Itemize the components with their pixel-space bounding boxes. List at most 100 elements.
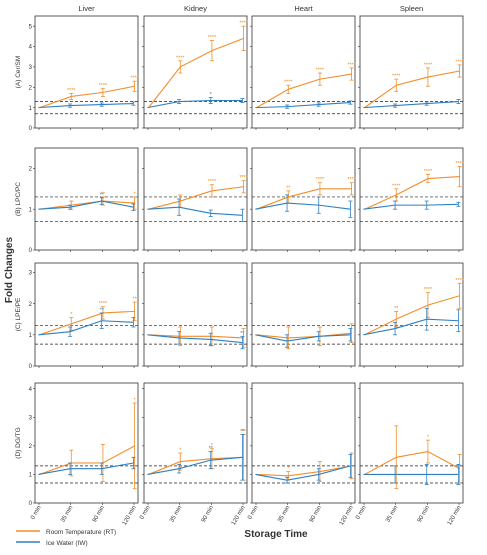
- significance-label: ****: [455, 278, 464, 284]
- series-line-iw: [363, 203, 459, 210]
- series-line-rt: [39, 445, 135, 475]
- significance-label: *: [287, 466, 290, 472]
- significance-label: **: [100, 307, 105, 313]
- x-tick-label: 90 min: [92, 505, 106, 524]
- y-tick-label: 3: [29, 271, 33, 277]
- significance-label: ****: [176, 55, 185, 61]
- significance-label: ****: [284, 80, 293, 86]
- significance-label: ****: [130, 76, 139, 82]
- row-label: (D) DG/TG: [15, 427, 22, 458]
- significance-label: **: [240, 331, 245, 337]
- x-tick-label: 120 min: [339, 505, 355, 526]
- panel-frame: [34, 262, 139, 367]
- panel-frame: [251, 147, 356, 251]
- y-tick-label: 1: [29, 106, 33, 112]
- significance-label: **: [241, 429, 246, 435]
- series-line-rt: [148, 37, 244, 108]
- legend-label-rt: Room Temperature (RT): [46, 529, 116, 536]
- y-tick-label: 2: [29, 444, 33, 450]
- column-title-liver: Liver: [78, 4, 95, 13]
- y-tick-label: 0: [29, 364, 33, 370]
- significance-label: **: [101, 191, 106, 197]
- y-tick-label: 2: [29, 167, 33, 173]
- y-tick-label: 4: [29, 45, 33, 51]
- row-label: (C) LPE/PE: [15, 297, 22, 331]
- series-line-rt: [256, 332, 352, 339]
- series-line-rt: [39, 200, 135, 210]
- row-label: (A) Cer/SM: [15, 56, 22, 89]
- panel-frame: [359, 147, 464, 251]
- series-line-rt: [148, 456, 244, 475]
- series-line-iw: [255, 465, 351, 481]
- panel-frame: [359, 382, 464, 504]
- significance-label: ****: [392, 183, 401, 189]
- significance-label: ****: [347, 177, 356, 183]
- y-tick-label: 5: [29, 24, 33, 30]
- series-line-rt: [364, 176, 460, 210]
- x-tick-label: 120 min: [231, 505, 247, 526]
- series-line-iw: [255, 334, 351, 342]
- x-tick-label: 35 min: [60, 505, 74, 524]
- significance-label: ****: [424, 62, 433, 68]
- y-tick-label: 0: [29, 501, 33, 507]
- significance-label: ****: [316, 177, 325, 183]
- x-tick-label: 0 min: [30, 505, 43, 521]
- series-line-iw: [255, 101, 351, 109]
- significance-label: *: [211, 443, 214, 449]
- x-tick-label: 0 min: [355, 505, 368, 521]
- y-tick-label: 0: [29, 126, 33, 132]
- significance-label: **: [209, 446, 214, 452]
- panel-frame: [34, 382, 139, 504]
- panel-frame: [359, 15, 464, 129]
- x-tick-label: 35 min: [277, 505, 291, 524]
- panel-frame: [34, 147, 139, 251]
- significance-label: ****: [99, 301, 108, 307]
- significance-label: ****: [392, 74, 401, 80]
- significance-label: *: [179, 448, 182, 454]
- significance-label: **: [394, 306, 399, 312]
- significance-label: ****: [239, 21, 248, 27]
- series-line-iw: [38, 462, 134, 475]
- series-line-rt: [39, 310, 135, 336]
- panel-frame: [143, 147, 248, 251]
- y-tick-label: 3: [29, 415, 33, 421]
- series-line-iw: [38, 103, 134, 109]
- x-tick-label: 120 min: [447, 505, 463, 526]
- x-tick-label: 90 min: [417, 505, 431, 524]
- significance-label: ****: [455, 59, 464, 65]
- panel-frame: [34, 15, 139, 129]
- series-line-rt: [256, 73, 352, 109]
- x-tick-label: 90 min: [201, 505, 215, 524]
- series-line-iw: [363, 100, 459, 109]
- row-label: (B) LPC/PC: [15, 182, 22, 216]
- panel-frame: [143, 262, 248, 367]
- series-line-rt: [148, 334, 244, 339]
- significance-label: ****: [316, 68, 325, 74]
- series-line-rt: [39, 85, 135, 109]
- series-line-rt: [364, 70, 460, 109]
- series-line-iw: [147, 334, 243, 344]
- column-title-spleen: Spleen: [400, 4, 423, 13]
- series-line-iw: [38, 320, 134, 336]
- series-line-rt: [256, 465, 352, 477]
- y-tick-label: 3: [29, 65, 33, 71]
- significance-label: *: [134, 398, 137, 404]
- series-line-rt: [364, 450, 460, 475]
- x-tick-label: 120 min: [122, 505, 138, 526]
- y-axis-title: Fold Changes: [4, 237, 15, 304]
- panel-frame: [251, 262, 356, 367]
- legend-label-iw: Ice Water (IW): [46, 540, 88, 547]
- panel-frame: [359, 262, 464, 367]
- significance-label: **: [132, 297, 137, 303]
- significance-label: ****: [99, 83, 108, 89]
- x-tick-label: 35 min: [385, 505, 399, 524]
- series-line-rt: [148, 186, 244, 210]
- x-tick-label: 90 min: [309, 505, 323, 524]
- y-tick-label: 1: [29, 333, 33, 339]
- series-line-iw: [147, 206, 243, 216]
- y-tick-label: 1: [29, 473, 33, 479]
- legend: Room Temperature (RT) Ice Water (IW): [16, 529, 116, 547]
- panel-frame: [143, 15, 248, 129]
- series-line-iw: [363, 318, 459, 336]
- y-tick-label: 2: [29, 302, 33, 308]
